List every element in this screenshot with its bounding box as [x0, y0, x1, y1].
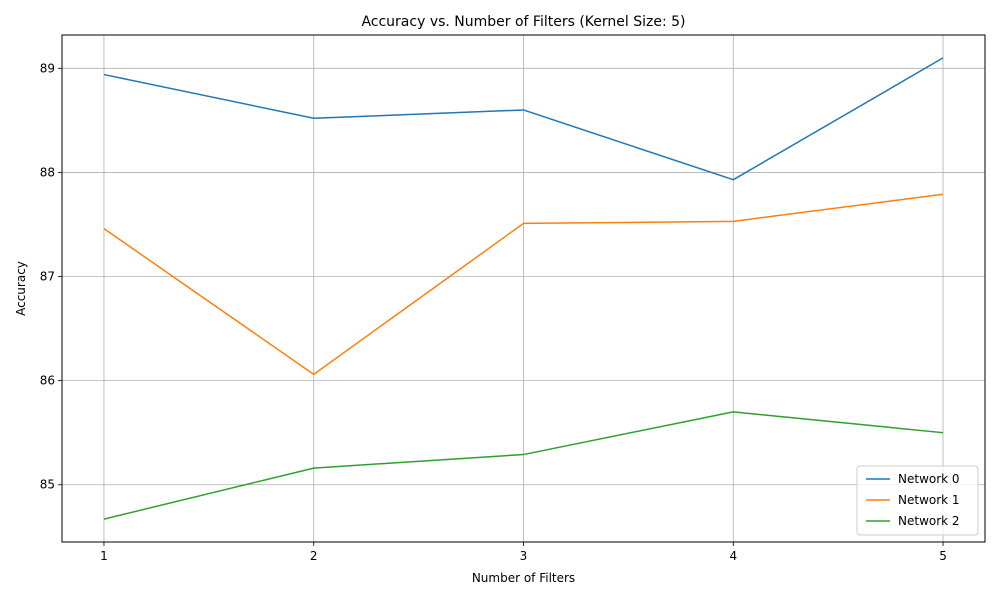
y-axis-title: Accuracy [14, 261, 28, 316]
x-tick-label: 5 [939, 549, 947, 563]
y-tick-label: 88 [40, 165, 55, 179]
x-tick-label: 1 [100, 549, 108, 563]
series-lines [103, 57, 944, 520]
legend-label: Network 1 [898, 493, 960, 507]
y-tick-label: 87 [40, 270, 55, 284]
y-tick-label: 86 [40, 374, 55, 388]
legend-label: Network 2 [898, 514, 960, 528]
y-tick-label: 89 [40, 61, 55, 75]
series-line-network-0 [103, 57, 944, 181]
legend: Network 0 Network 1 Network 2 [856, 465, 979, 536]
series-line-network-2 [103, 411, 944, 520]
x-tick-label: 2 [310, 549, 318, 563]
chart-title: Accuracy vs. Number of Filters (Kernel S… [361, 14, 685, 30]
x-axis: 1 2 3 4 5 [100, 542, 947, 563]
y-tick-label: 85 [40, 478, 55, 492]
x-tick-label: 4 [729, 549, 737, 563]
grid-lines [62, 35, 985, 542]
x-tick-label: 3 [520, 549, 528, 563]
legend-box [856, 465, 979, 536]
y-axis: 85 86 87 88 89 [40, 61, 62, 492]
series-line-network-1 [103, 193, 944, 376]
legend-label: Network 0 [898, 472, 960, 486]
x-axis-title: Number of Filters [472, 571, 575, 585]
